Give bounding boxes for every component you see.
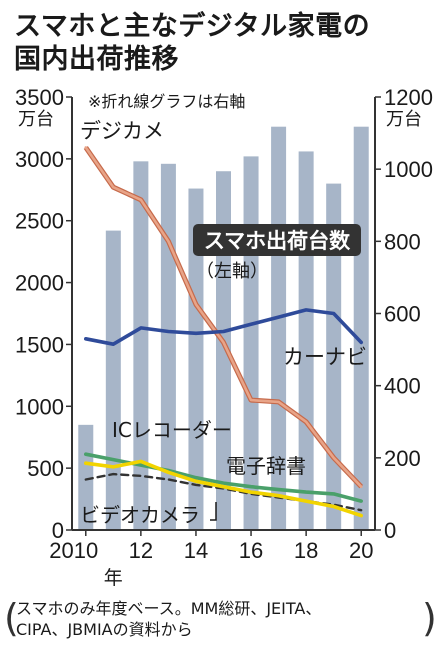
- bar-2012: [133, 161, 149, 530]
- label-smartphone: スマホ出荷台数: [204, 229, 351, 253]
- source-note: スマホのみ年度ベース。MM総研、JEITA、 CIPA、JBMIAの資料から: [16, 598, 321, 640]
- source-line2: CIPA、JBMIAの資料から: [16, 620, 193, 639]
- smartphone-label-box: [193, 224, 361, 256]
- bar-2014: [188, 188, 204, 530]
- x-tick-label: 18: [294, 538, 318, 563]
- series-line-video-camera: [84, 459, 364, 518]
- chart-title-line1: スマホと主なデジタル家電の: [14, 11, 371, 42]
- source-paren-right: ): [422, 596, 437, 640]
- y-right-tick-label: 1000: [384, 157, 433, 182]
- bar-2015: [216, 171, 231, 530]
- x-unit-label: 年: [104, 567, 123, 589]
- y-right-tick-label: 0: [384, 518, 396, 543]
- y-right-tick-label: 1200: [384, 85, 433, 110]
- label-carnavi: カーナビ: [283, 345, 367, 369]
- y-left-unit: 万台: [18, 109, 54, 130]
- source-line1: スマホのみ年度ベース。MM総研、JEITA、: [16, 599, 322, 618]
- x-tick-label: 20: [349, 538, 373, 563]
- label-ic-recorder: ICレコーダー: [112, 418, 232, 442]
- y-left-tick-label: 1500: [15, 332, 64, 357]
- label-digicam: デジカメ: [80, 119, 164, 143]
- bar-2020: [353, 126, 369, 530]
- x-tick-label: 14: [184, 538, 208, 563]
- label-smartphone-axis: （左軸）: [196, 261, 268, 282]
- chart-note: ※折れ線グラフは右軸: [88, 92, 245, 111]
- y-left-tick-label: 2000: [15, 271, 64, 296]
- x-tick-label: 16: [239, 538, 263, 563]
- x-tick-label: 12: [129, 538, 153, 563]
- bar-2019: [326, 183, 342, 530]
- y-right-tick-label: 200: [384, 446, 421, 471]
- y-right-tick-label: 400: [384, 374, 421, 399]
- video-camera-leader-line: [210, 502, 217, 521]
- bar-2010: [78, 424, 94, 530]
- y-right-tick-label: 800: [384, 229, 421, 254]
- series-line-carnavi: [84, 308, 364, 347]
- y-right-tick-label: 600: [384, 302, 421, 327]
- y-left-tick-label: 3000: [15, 147, 64, 172]
- y-left-tick-label: 0: [52, 518, 64, 543]
- x-tick-label: 2010: [49, 538, 98, 563]
- label-video-camera: ビデオカメラ: [80, 503, 200, 527]
- y-left-tick-label: 1000: [15, 394, 64, 419]
- y-left-tick-label: 3500: [15, 85, 64, 110]
- chart-title-line2: 国内出荷推移: [14, 44, 179, 75]
- series-line-digicam: [84, 146, 363, 489]
- source-paren-left: (: [4, 596, 19, 640]
- chart-svg: 0500100015002000250030003500万台0200400600…: [15, 85, 433, 589]
- y-left-tick-label: 2500: [15, 209, 64, 234]
- y-right-unit: 万台: [386, 109, 422, 130]
- bar-2011: [105, 230, 121, 530]
- y-left-tick-label: 500: [27, 456, 64, 481]
- label-e-dictionary: 電子辞書: [226, 454, 306, 478]
